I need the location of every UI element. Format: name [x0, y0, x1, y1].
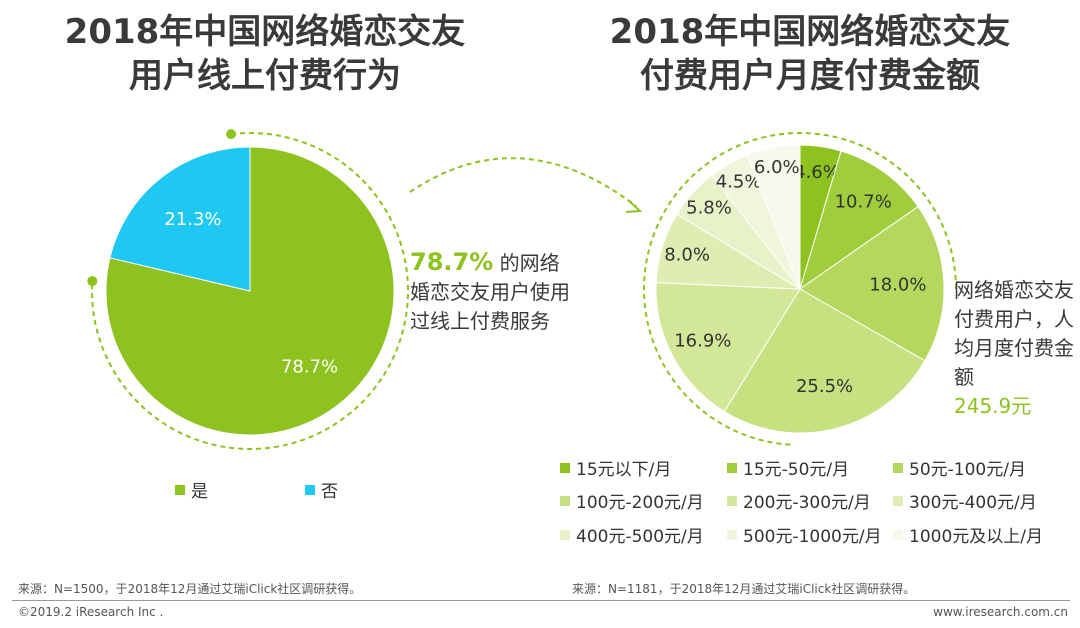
- source-note-left: 来源：N=1500，于2018年12月通过艾瑞iClick社区调研获得。: [18, 582, 362, 596]
- right-legend-item: 300元-400元/月: [893, 488, 1037, 513]
- accent-dot: [87, 276, 98, 287]
- right-pie-chart: 4.6% 10.7% 18.0% 25.5% 16.9% 8.0% 5.8% 4.5%6.0%: [655, 144, 945, 434]
- right-legend-item: 100元-200元/月: [560, 488, 704, 513]
- legend-swatch: [560, 496, 570, 506]
- accent-dot: [226, 129, 237, 140]
- right-pie-data-label: 10.7%: [835, 191, 892, 212]
- right-pie-data-label: 4.5%: [716, 171, 762, 192]
- right-pie-data-label: 5.8%: [686, 198, 732, 219]
- legend-label: 否: [321, 482, 338, 502]
- legend-label: 200元-300元/月: [743, 493, 871, 513]
- legend-swatch: [560, 530, 570, 540]
- left-pie-data-label: 78.7%: [281, 356, 338, 377]
- title-right-line2: 付费用户月度付费金额: [640, 56, 980, 96]
- legend-label: 15元以下/月: [576, 460, 672, 480]
- callout-left-percent: 78.7%: [410, 248, 494, 276]
- dashed-arc: [643, 132, 957, 446]
- left-pie-data-label: 21.3%: [164, 209, 221, 230]
- copyright: ©2019.2 iResearch Inc .: [18, 605, 164, 619]
- source-note-right: 来源：N=1181，于2018年12月通过艾瑞iClick社区调研获得。: [572, 582, 916, 596]
- connector-arrowhead: [625, 199, 643, 213]
- decorations: [87, 129, 957, 450]
- legend-label: 400元-500元/月: [576, 527, 704, 547]
- legend-swatch: [727, 463, 737, 473]
- right-pie-data-label: 6.0%: [754, 157, 800, 178]
- callout-left-text: 的网络婚恋交友用户使用过线上付费服务: [410, 251, 570, 333]
- legend-label: 15元-50元/月: [743, 460, 850, 480]
- legend-label: 300元-400元/月: [909, 493, 1037, 513]
- legend-label: 50元-100元/月: [909, 460, 1026, 480]
- dashed-arc: [91, 132, 409, 450]
- right-pie-slice: [799, 150, 919, 291]
- website-url: www.iresearch.com.cn: [933, 605, 1068, 619]
- right-pie-slice: [799, 205, 945, 362]
- right-pie-slice: [723, 288, 926, 434]
- right-pie-data-label: 18.0%: [869, 275, 926, 296]
- right-pie-slice: [746, 144, 801, 290]
- left-pie-chart: 78.7% 21.3%: [105, 146, 395, 436]
- legend-swatch: [893, 463, 903, 473]
- right-pie-data-label: 4.6%: [794, 162, 840, 183]
- left-legend-item: 是: [175, 477, 208, 502]
- right-legend-item: 400元-500元/月: [560, 522, 704, 547]
- footer-divider: [12, 600, 1070, 601]
- right-legend-item: 500元-1000元/月: [727, 522, 882, 547]
- left-pie-slice: [109, 146, 251, 292]
- right-pie-data-label: 16.9%: [674, 330, 731, 351]
- legend-swatch: [560, 463, 570, 473]
- callout-right-amount: 245.9元: [954, 394, 1032, 418]
- right-pie-slice: [655, 282, 801, 413]
- right-legend-item: 1000元及以上/月: [893, 522, 1043, 547]
- right-legend-item: 15元-50元/月: [727, 455, 849, 480]
- right-pie-data-label: 8.0%: [664, 245, 710, 266]
- chart-title-left: 2018年中国网络婚恋交友 用户线上付费行为: [30, 10, 500, 98]
- title-right-line1: 2018年中国网络婚恋交友: [609, 12, 1011, 52]
- right-pie-data-label: 25.5%: [796, 376, 853, 397]
- title-left-line1: 2018年中国网络婚恋交友: [64, 12, 466, 52]
- title-left-line2: 用户线上付费行为: [129, 56, 401, 96]
- chart-title-right: 2018年中国网络婚恋交友 付费用户月度付费金额: [560, 10, 1060, 98]
- legend-swatch: [727, 530, 737, 540]
- right-legend-item: 200元-300元/月: [727, 488, 871, 513]
- connector-arrow: [409, 157, 637, 207]
- callout-right: 网络婚恋交友付费用户，人均月度付费金额 245.9元: [954, 276, 1074, 421]
- legend-swatch: [175, 485, 185, 495]
- right-legend-item: 50元-100元/月: [893, 455, 1026, 480]
- legend-swatch: [727, 496, 737, 506]
- legend-swatch: [305, 485, 315, 495]
- callout-left: 78.7% 的网络婚恋交友用户使用过线上付费服务: [410, 248, 570, 336]
- right-legend-item: 15元以下/月: [560, 455, 671, 480]
- legend-label: 500元-1000元/月: [743, 527, 882, 547]
- legend-swatch: [893, 496, 903, 506]
- legend-label: 100元-200元/月: [576, 493, 704, 513]
- legend-swatch: [893, 530, 903, 540]
- callout-right-text: 网络婚恋交友付费用户，人均月度付费金额: [954, 278, 1074, 389]
- left-legend-item: 否: [305, 477, 338, 502]
- legend-label: 1000元及以上/月: [909, 527, 1043, 547]
- legend-label: 是: [191, 482, 208, 502]
